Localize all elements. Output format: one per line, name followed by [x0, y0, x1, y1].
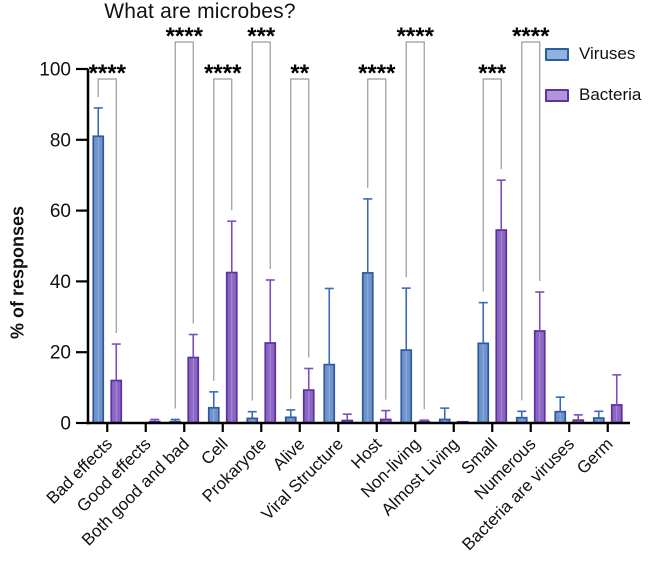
- bar-bacteria-prokaryote: [264, 342, 277, 424]
- sig-bracket-cell: [213, 78, 233, 381]
- y-tick-label-80: 80: [50, 130, 71, 151]
- y-tick-label-40: 40: [50, 272, 71, 293]
- y-tick-label-60: 60: [50, 201, 71, 222]
- bar-viruses-cell: [207, 406, 220, 424]
- legend-item-bacteria: Bacteria: [545, 85, 641, 105]
- sig-stars-prokaryote: ***: [247, 23, 276, 50]
- sig-stars-bad-effects: ****: [89, 60, 127, 87]
- legend-item-viruses: Viruses: [545, 44, 635, 64]
- bar-viruses-bacteria-are-viruses: [554, 410, 567, 424]
- sig-stars-small: ***: [478, 60, 507, 87]
- bar-viruses-small: [477, 342, 490, 424]
- sig-bracket-non-living: [405, 41, 425, 410]
- bar-viruses-non-living: [400, 349, 413, 424]
- sig-bracket-both-good-and-bad: [174, 41, 194, 409]
- y-tick-label-100: 100: [39, 60, 71, 81]
- legend-label-viruses: Viruses: [579, 44, 636, 63]
- sig-bracket-alive: [290, 78, 310, 399]
- bar-bacteria-bad-effects: [110, 379, 123, 424]
- sig-bracket-host: [367, 78, 387, 400]
- bar-viruses-viral-structure: [323, 363, 336, 424]
- chart-title: What are microbes?: [104, 0, 296, 23]
- sig-stars-cell: ****: [204, 60, 242, 87]
- sig-bracket-numerous: [521, 41, 541, 401]
- bar-viruses-host: [361, 272, 374, 424]
- legend-label-bacteria: Bacteria: [579, 85, 642, 104]
- bar-bacteria-numerous: [533, 330, 546, 424]
- sig-stars-host: ****: [358, 60, 396, 87]
- bar-viruses-bad-effects: [92, 135, 105, 424]
- sig-bracket-bad-effects: [97, 78, 117, 334]
- y-axis-label: % of responses: [7, 205, 28, 340]
- sig-stars-alive: **: [290, 60, 309, 87]
- bar-bacteria-alive: [302, 389, 315, 424]
- bar-bacteria-small: [495, 229, 508, 424]
- sig-stars-non-living: ****: [397, 23, 435, 50]
- sig-stars-both-good-and-bad: ****: [166, 23, 204, 50]
- y-tick-label-20: 20: [50, 343, 71, 364]
- bacteria-swatch-icon: [545, 88, 569, 102]
- sig-stars-numerous: ****: [512, 23, 550, 50]
- bar-bacteria-both-good-and-bad: [187, 356, 200, 424]
- sig-bracket-small: [482, 78, 502, 292]
- bar-bacteria-cell: [225, 271, 238, 424]
- y-tick-label-0: 0: [60, 414, 71, 435]
- bar-bacteria-germ: [610, 404, 623, 424]
- viruses-swatch-icon: [545, 47, 569, 61]
- x-tick-label-germ: Germ: [573, 434, 616, 477]
- sig-bracket-prokaryote: [251, 41, 271, 401]
